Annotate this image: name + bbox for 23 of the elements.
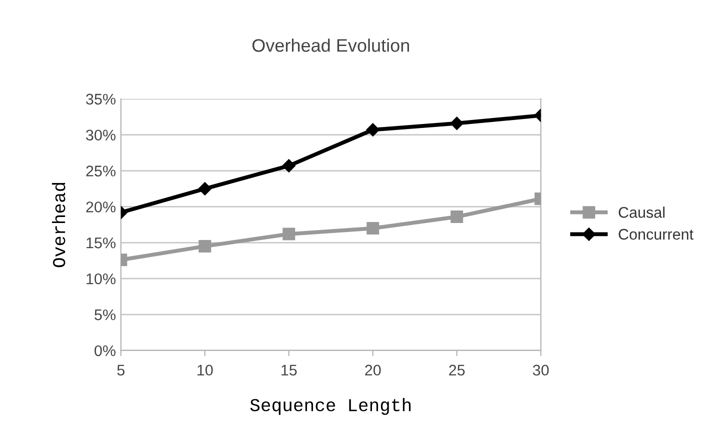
y-tick-label: 35% xyxy=(86,94,116,105)
point xyxy=(366,222,380,235)
y-tick-label: 15% xyxy=(86,238,116,248)
point xyxy=(366,123,380,136)
y-tick-label: 0% xyxy=(94,345,116,356)
y-tick-label: 5% xyxy=(94,309,116,320)
y-tick-label: 10% xyxy=(86,273,116,284)
legend-label: Concurrent xyxy=(618,228,694,240)
chart-title: Overhead Evolution xyxy=(252,38,409,52)
y-axis-title: Overhead xyxy=(52,182,66,268)
y-tick-label: 25% xyxy=(86,166,116,176)
x-tick-label: 10 xyxy=(198,364,213,376)
x-tick-label: 15 xyxy=(282,364,297,376)
y-tick-label: 20% xyxy=(86,202,116,212)
point xyxy=(282,159,296,172)
y-tick-label: 30% xyxy=(86,130,116,141)
x-tick-label: 5 xyxy=(117,364,125,376)
x-tick-label: 20 xyxy=(365,364,381,376)
x-tick-label: 30 xyxy=(532,364,549,376)
point xyxy=(282,228,296,240)
x-axis-title: Sequence Length xyxy=(250,398,411,415)
x-tick-label: 25 xyxy=(449,364,465,376)
legend-label: Causal xyxy=(618,206,665,218)
